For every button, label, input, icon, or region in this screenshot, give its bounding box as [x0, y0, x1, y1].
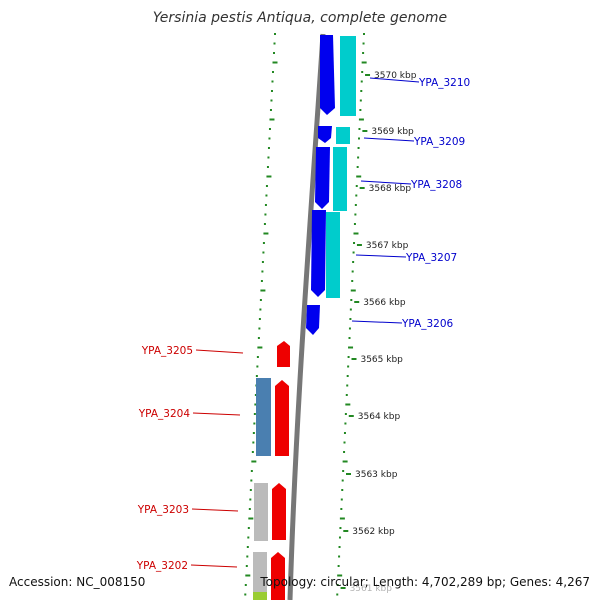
- guide-tracks: [244, 33, 367, 596]
- feature-cyan-3: [333, 147, 347, 211]
- gene-label-text: YPA_3210: [418, 77, 470, 89]
- feature-cyan-2: [336, 127, 350, 144]
- genome-summary: Topology: circular; Length: 4,702,289 bp…: [260, 575, 590, 589]
- feature-gray-1: [254, 483, 268, 541]
- gene-label-text: YPA_3203: [137, 504, 189, 516]
- scale-tick-label: 3561 kbp: [350, 584, 393, 594]
- gene-label-ypa-3210[interactable]: YPA_3210: [369, 77, 470, 89]
- map-title: Yersinia pestis Antiqua, complete genome: [152, 10, 448, 26]
- gene-label-ypa-3202[interactable]: YPA_3202: [136, 560, 238, 572]
- scale-tick-label: 3562 kbp: [352, 527, 395, 537]
- gene-arrow-ypa-3204[interactable]: [275, 380, 289, 456]
- scale-ticks: 3570 kbp 3569 kbp 3568 kbp 3567 kbp 3566 kbp…: [340, 71, 417, 594]
- scale-tick: 3562 kbp: [343, 527, 395, 537]
- scale-tick: 3568 kbp: [359, 184, 412, 194]
- gene-arrow-ypa-3210[interactable]: [320, 35, 335, 115]
- gene-label-text: YPA_3208: [410, 179, 462, 191]
- scale-tick-label: 3566 kbp: [363, 298, 406, 308]
- scale-tick: 3570 kbp: [365, 71, 417, 81]
- gene-label-text: YPA_3207: [405, 252, 457, 264]
- genome-backbone: [287, 33, 326, 600]
- gene-arrow-ypa-3207[interactable]: [311, 210, 326, 297]
- feature-gray-2: [253, 552, 267, 600]
- scale-tick: 3565 kbp: [351, 355, 403, 365]
- gene-label-ypa-3208[interactable]: YPA_3208: [360, 179, 462, 191]
- scale-tick: 3564 kbp: [348, 412, 401, 422]
- gene-label-text: YPA_3202: [136, 560, 188, 572]
- feature-cyan-1: [340, 36, 356, 116]
- gene-arrow-ypa-3205[interactable]: [277, 341, 290, 367]
- gene-label-text: YPA_3209: [413, 136, 465, 148]
- scale-tick: 3569 kbp: [362, 127, 414, 137]
- scale-tick-label: 3567 kbp: [366, 241, 409, 251]
- gene-arrow-ypa-3209[interactable]: [318, 126, 332, 143]
- gene-label-text: YPA_3206: [401, 318, 454, 330]
- gene-arrow-ypa-3203[interactable]: [272, 483, 286, 540]
- scale-tick-label: 3565 kbp: [360, 355, 403, 365]
- feature-cyan-4: [326, 212, 340, 298]
- scale-tick-label: 3569 kbp: [371, 127, 414, 137]
- scale-tick: 3563 kbp: [346, 470, 398, 480]
- gene-label-text: YPA_3205: [141, 345, 193, 357]
- gene-arrow-ypa-3206[interactable]: [306, 305, 320, 335]
- gene-label-ypa-3204[interactable]: YPA_3204: [138, 408, 241, 420]
- scale-tick-label: 3563 kbp: [355, 470, 398, 480]
- scale-tick: 3566 kbp: [354, 298, 406, 308]
- gene-label-ypa-3205[interactable]: YPA_3205: [141, 345, 244, 357]
- scale-tick-label: 3564 kbp: [358, 412, 401, 422]
- scale-tick-label: 3568 kbp: [369, 184, 412, 194]
- gene-arrow-ypa-3202[interactable]: [271, 552, 285, 600]
- gene-label-text: YPA_3204: [138, 408, 191, 420]
- guide-track-outer: [336, 33, 367, 596]
- gene-arrow-ypa-3208[interactable]: [315, 147, 330, 209]
- gene-label-ypa-3203[interactable]: YPA_3203: [137, 504, 239, 516]
- guide-track-inner: [244, 33, 278, 596]
- gene-label-ypa-3209[interactable]: YPA_3209: [363, 136, 465, 148]
- feature-steelblue: [256, 378, 271, 456]
- scale-tick: 3561 kbp: [340, 584, 393, 594]
- feature-track: [253, 35, 356, 600]
- gene-label-ypa-3206[interactable]: YPA_3206: [351, 318, 454, 330]
- accession-label: Accession: NC_008150: [9, 575, 146, 589]
- gene-label-ypa-3207[interactable]: YPA_3207: [355, 252, 457, 264]
- scale-tick-label: 3570 kbp: [374, 71, 417, 81]
- scale-tick: 3567 kbp: [356, 241, 409, 251]
- gene-labels: YPA_3210 YPA_3209 YPA_3208 YPA_3207 YPA_3206…: [136, 77, 470, 572]
- feature-green-stub: [253, 592, 267, 600]
